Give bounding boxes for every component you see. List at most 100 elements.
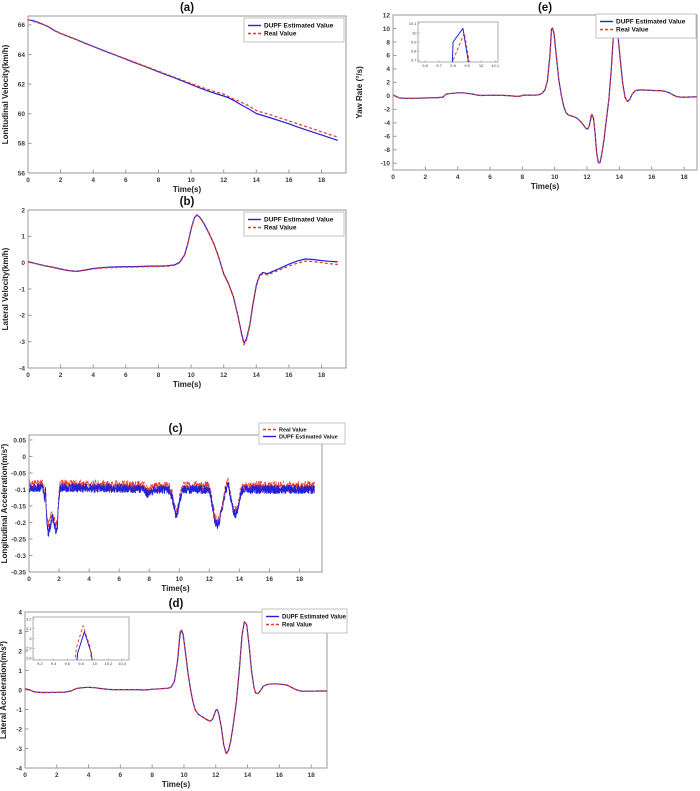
chart-e-ylabel: Yaw Rate (°/s): [355, 66, 364, 119]
svg-text:3: 3: [18, 629, 22, 636]
svg-text:10.2: 10.2: [105, 661, 114, 666]
svg-text:8: 8: [150, 772, 154, 779]
svg-text:18: 18: [307, 772, 315, 779]
svg-text:10: 10: [187, 372, 195, 379]
svg-text:9.9: 9.9: [464, 63, 470, 68]
svg-text:6: 6: [386, 53, 390, 60]
svg-text:18: 18: [680, 174, 688, 181]
svg-text:3.2: 3.2: [26, 616, 32, 621]
svg-text:9.8: 9.8: [78, 661, 84, 666]
svg-text:8: 8: [386, 39, 390, 46]
svg-text:2: 2: [424, 174, 428, 181]
svg-text:10.1: 10.1: [409, 21, 418, 26]
svg-text:9.9: 9.9: [411, 39, 417, 44]
svg-text:9.6: 9.6: [65, 661, 71, 666]
svg-text:16: 16: [285, 177, 293, 184]
svg-text:Real Value: Real Value: [264, 225, 297, 232]
series-real-value: [28, 214, 338, 346]
chart-d-xlabel: Time(s): [162, 780, 191, 789]
chart-a-ylabel: Lonitudinal Velocity(km/h): [1, 44, 10, 144]
svg-text:1: 1: [21, 234, 25, 241]
svg-text:66: 66: [18, 22, 26, 29]
svg-text:10: 10: [176, 576, 184, 583]
svg-text:12: 12: [383, 12, 391, 19]
series-real-value: [393, 21, 697, 164]
svg-text:14: 14: [236, 576, 244, 583]
chart-d-ylabel: Lateral Acceleration(m/s²): [0, 641, 8, 739]
svg-text:2.9: 2.9: [26, 646, 32, 651]
svg-text:0: 0: [21, 260, 25, 267]
svg-text:10: 10: [92, 661, 97, 666]
svg-text:8: 8: [147, 576, 151, 583]
svg-text:14: 14: [253, 177, 261, 184]
svg-text:0: 0: [23, 772, 27, 779]
svg-text:9.7: 9.7: [411, 58, 417, 63]
svg-text:-0.3: -0.3: [15, 553, 27, 560]
svg-text:Real Value: Real Value: [282, 623, 313, 629]
svg-text:10.4: 10.4: [118, 661, 127, 666]
svg-text:0.05: 0.05: [13, 437, 26, 444]
svg-text:1: 1: [18, 668, 22, 675]
svg-text:62: 62: [18, 81, 26, 88]
svg-text:2: 2: [386, 80, 390, 87]
chart-d-inset: 9.2 9.4 9.6 9.8 10 10.2 10.4 2.8 2.9 3 3.1 3.2: [26, 616, 130, 666]
svg-text:4: 4: [456, 174, 460, 181]
chart-c-ylabel: Longitudinal Acceleration(m/s²): [0, 443, 9, 563]
chart-c-title: (c): [168, 423, 182, 435]
svg-text:2: 2: [59, 177, 63, 184]
svg-text:DUPF Estimated Value: DUPF Estimated Value: [264, 217, 334, 224]
svg-text:10: 10: [479, 63, 484, 68]
svg-text:14: 14: [253, 372, 261, 379]
svg-text:4: 4: [87, 576, 91, 583]
svg-text:-0.05: -0.05: [11, 470, 26, 477]
svg-text:Real Value: Real Value: [279, 428, 307, 434]
svg-text:6: 6: [488, 174, 492, 181]
svg-text:10: 10: [180, 772, 188, 779]
chart-b-xlabel: Time(s): [173, 380, 202, 389]
svg-text:8: 8: [521, 174, 525, 181]
chart-b-title: (b): [180, 196, 195, 208]
svg-text:3: 3: [29, 636, 32, 641]
svg-text:2: 2: [57, 576, 61, 583]
svg-text:-4: -4: [384, 120, 390, 127]
svg-text:-0.15: -0.15: [11, 503, 26, 510]
chart-e-title: (e): [538, 2, 552, 14]
chart-d-title: (d): [169, 598, 184, 610]
svg-text:2: 2: [21, 207, 25, 214]
svg-text:9.8: 9.8: [411, 48, 417, 53]
svg-text:8: 8: [157, 177, 161, 184]
svg-text:-1: -1: [19, 286, 25, 293]
svg-text:10: 10: [551, 174, 559, 181]
svg-text:4: 4: [18, 609, 22, 616]
svg-text:9.2: 9.2: [37, 661, 43, 666]
svg-text:-2: -2: [19, 313, 25, 320]
subplot-a-longitudinal-velocity: (a) 0 2 4 6 8 10 12 14 16 18 56 58 60 62 64 66 Time(s) Lon…: [0, 0, 350, 196]
svg-text:64: 64: [18, 52, 26, 59]
svg-text:14: 14: [616, 174, 624, 181]
svg-text:60: 60: [18, 111, 26, 118]
svg-text:12: 12: [220, 372, 228, 379]
svg-text:-0.2: -0.2: [15, 520, 27, 527]
series-dupf-estimated-value: [28, 214, 338, 344]
svg-text:0: 0: [386, 93, 390, 100]
svg-text:0: 0: [27, 576, 31, 583]
svg-text:2.8: 2.8: [26, 655, 32, 660]
svg-text:-3: -3: [19, 339, 25, 346]
svg-text:18: 18: [318, 177, 326, 184]
svg-text:-0.25: -0.25: [11, 536, 26, 543]
svg-text:Real Value: Real Value: [264, 31, 297, 38]
svg-text:16: 16: [285, 372, 293, 379]
subplot-e-yaw-rate: (e) 0 2 4 6 8 10 12 14 16 18 -10 -8 -6 -4 -2 0 2 4 6 8 10 12 Ti…: [350, 0, 700, 196]
svg-text:0: 0: [26, 177, 30, 184]
svg-text:6: 6: [119, 772, 123, 779]
svg-text:DUPF Estimated Value: DUPF Estimated Value: [279, 435, 338, 441]
svg-text:16: 16: [266, 576, 274, 583]
svg-text:-3: -3: [16, 746, 22, 753]
svg-text:-2: -2: [384, 107, 390, 114]
svg-text:2: 2: [59, 372, 63, 379]
chart-a-title: (a): [180, 2, 194, 14]
svg-text:9.8: 9.8: [450, 63, 456, 68]
